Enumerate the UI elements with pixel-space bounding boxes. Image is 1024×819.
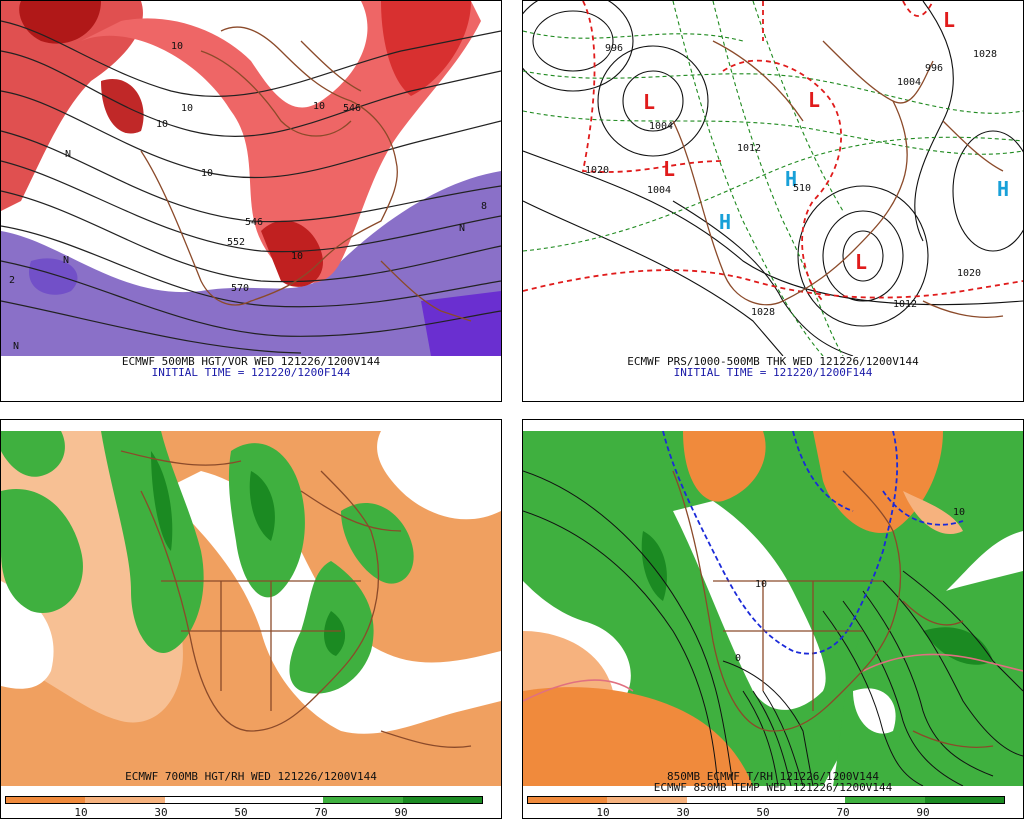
high-pressure-marker: H xyxy=(997,177,1009,201)
isobar-label: 1028 xyxy=(973,49,997,60)
contour-label: 10 xyxy=(953,507,965,518)
low-pressure-marker: L xyxy=(663,157,675,181)
dry-region xyxy=(813,431,943,533)
humid-region-high xyxy=(249,471,275,541)
panel-subtitle: INITIAL TIME = 121220/1200F144 xyxy=(673,366,873,379)
panel-pressure-thickness: L L L L L H H H 996 1004 1004 1020 1020 … xyxy=(522,0,1024,402)
dry-region xyxy=(903,491,963,535)
panel-700mb-hgt-rh: ECMWF 700MB HGT/RH WED 121226/1200V144 1… xyxy=(0,419,502,819)
isobar-label: 1020 xyxy=(957,268,981,279)
legend-tick: 50 xyxy=(756,806,770,819)
contour-label: 0 xyxy=(735,653,741,664)
contour-label: N xyxy=(459,223,465,234)
contour-label: N xyxy=(13,341,19,352)
contour-label: 10 xyxy=(201,168,213,179)
humid-region-high xyxy=(151,451,173,551)
panel-500mb-hgt-vor: 10 10 10 10 10 10 546 546 552 570 8 N N … xyxy=(0,0,502,402)
humid-region-high xyxy=(641,531,667,601)
purple-vorticity-region xyxy=(29,258,78,295)
contour-label: 546 xyxy=(343,103,361,114)
high-pressure-marker: H xyxy=(719,210,731,234)
pressure-map: L L L L L H H H 996 1004 1004 1020 1020 … xyxy=(523,1,1023,356)
low-pressure-marker: L xyxy=(855,250,867,274)
purple-vorticity-deep xyxy=(421,291,501,356)
rh-color-legend xyxy=(5,796,483,804)
legend-tick: 50 xyxy=(234,806,248,819)
legend-tick: 30 xyxy=(154,806,168,819)
humid-region-high xyxy=(923,627,993,665)
isobar-label: 996 xyxy=(925,63,943,74)
vorticity-map: 10 10 10 10 10 10 546 546 552 570 8 N N … xyxy=(1,1,501,356)
panel-title: 850MB ECMWF T/RH 121226/1200V144 xyxy=(667,770,879,783)
isobar-label: 1004 xyxy=(897,77,921,88)
contour-label: 2 xyxy=(9,275,15,286)
isobar-label: 1020 xyxy=(585,165,609,176)
red-vorticity-core xyxy=(101,79,144,134)
dry-region xyxy=(683,431,766,502)
humid-region xyxy=(1,431,65,477)
isobar-label: 1004 xyxy=(647,185,671,196)
isobar-label: 996 xyxy=(605,43,623,54)
contour-label: 8 xyxy=(481,201,487,212)
legend-tick: 10 xyxy=(74,806,88,819)
contour-label: 552 xyxy=(227,237,245,248)
humid-region-high xyxy=(324,611,346,656)
red-vorticity-core xyxy=(261,220,323,287)
temperature-humidity-map: 10 10 0 xyxy=(523,431,1023,786)
contour-label: 10 xyxy=(171,41,183,52)
isobar-label: 1028 xyxy=(751,307,775,318)
isobar-label: 510 xyxy=(793,183,811,194)
panel-title: ECMWF 500MB HGT/VOR WED 121226/1200V144 xyxy=(121,355,381,368)
rh-color-legend xyxy=(527,796,1005,804)
purple-vorticity-region xyxy=(1,171,501,356)
isobar-label: 1012 xyxy=(737,143,761,154)
contour-label: 10 xyxy=(181,103,193,114)
contour-label: N xyxy=(65,149,71,160)
legend-tick: 30 xyxy=(676,806,690,819)
panel-subtitle: INITIAL TIME = 121220/1200F144 xyxy=(151,366,351,379)
low-pressure-marker: L xyxy=(943,8,955,32)
legend-tick: 90 xyxy=(394,806,408,819)
legend-tick: 90 xyxy=(916,806,930,819)
contour-label: 10 xyxy=(156,119,168,130)
legend-tick: 70 xyxy=(314,806,328,819)
panel-850mb-t-rh: 10 10 0 850MB ECMWF T/RH 121226/1200V144… xyxy=(522,419,1024,819)
legend-tick: 70 xyxy=(836,806,850,819)
red-vorticity-region xyxy=(81,1,481,283)
contour-label: 10 xyxy=(291,251,303,262)
contour-label: 546 xyxy=(245,217,263,228)
low-pressure-marker: L xyxy=(643,90,655,114)
contour-label: 570 xyxy=(231,283,249,294)
humid-region xyxy=(1,489,83,613)
panel-title: ECMWF PRS/1000-500MB THK WED 121226/1200… xyxy=(627,355,919,368)
panel-title-secondary: ECMWF 850MB TEMP WED 121226/1200V144 xyxy=(653,781,893,794)
isobar-label: 1012 xyxy=(893,299,917,310)
red-vorticity-region xyxy=(1,1,143,211)
red-vorticity-core xyxy=(381,1,471,96)
legend-tick: 10 xyxy=(596,806,610,819)
contour-label: 10 xyxy=(755,579,767,590)
high-pressure-marker: H xyxy=(785,167,797,191)
humidity-map xyxy=(1,431,501,786)
low-pressure-marker: L xyxy=(808,88,820,112)
red-vorticity-core xyxy=(19,1,101,44)
humid-region xyxy=(101,431,204,653)
dry-region xyxy=(523,687,753,786)
panel-title: ECMWF 700MB HGT/RH WED 121226/1200V144 xyxy=(125,770,377,783)
contour-label: 10 xyxy=(313,101,325,112)
isobar-label: 1004 xyxy=(649,121,673,132)
contour-label: N xyxy=(63,255,69,266)
